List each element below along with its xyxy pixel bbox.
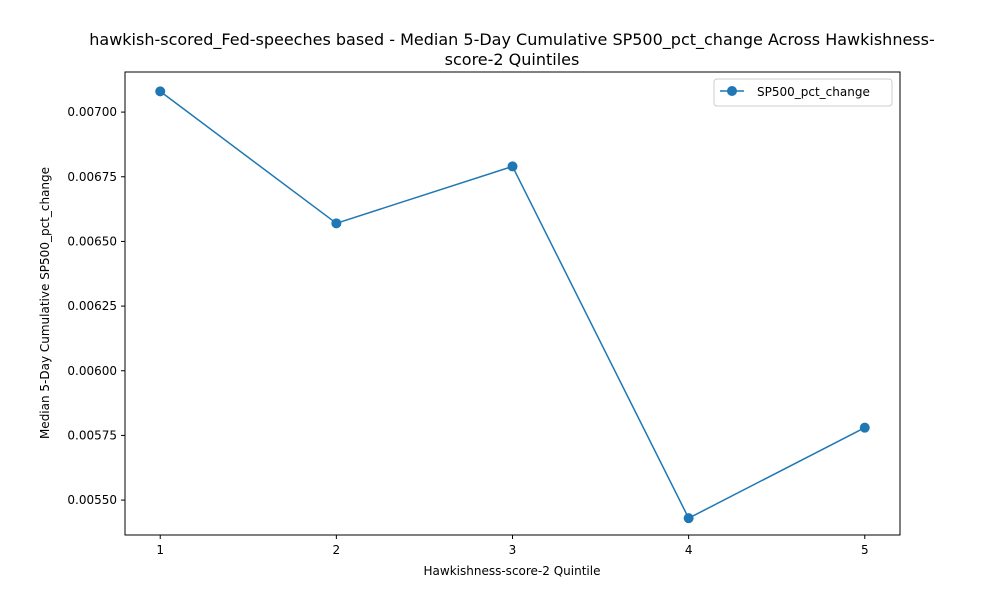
- y-tick-label: 0.00575: [67, 428, 117, 442]
- data-point: [331, 218, 342, 229]
- data-point: [507, 161, 518, 172]
- legend-marker-sample: [727, 86, 737, 96]
- data-point: [683, 513, 694, 524]
- series-line: [159, 90, 866, 519]
- y-tick-label: 0.00550: [67, 493, 117, 507]
- x-tick-label: 1: [156, 543, 164, 557]
- plot-area-frame: [124, 71, 901, 536]
- y-tick-label: 0.00625: [67, 299, 117, 313]
- series-layer: [155, 86, 870, 524]
- x-tick-label: 5: [861, 543, 869, 557]
- y-axis-ticks: 0.00550 0.00575 0.00600 0.00625 0.00650 0.006…: [67, 105, 125, 507]
- legend-box: [713, 78, 893, 107]
- legend-label: SP500_pct_change: [757, 85, 870, 99]
- chart-title-line-2: score-2 Quintiles: [445, 50, 580, 69]
- x-tick-label: 3: [509, 543, 517, 557]
- legend: SP500_pct_change: [713, 78, 893, 107]
- y-tick-label: 0.00600: [67, 364, 117, 378]
- data-point: [155, 86, 166, 97]
- x-tick-label: 2: [333, 543, 341, 557]
- x-tick-label: 4: [685, 543, 693, 557]
- y-tick-label: 0.00675: [67, 170, 117, 184]
- data-point: [859, 422, 870, 433]
- y-tick-label: 0.00650: [67, 234, 117, 248]
- y-axis-label: Median 5-Day Cumulative SP500_pct_change: [38, 167, 52, 439]
- x-axis-label: Hawkishness-score-2 Quintile: [424, 564, 601, 578]
- chart-title-line-1: hawkish-scored_Fed-speeches based - Medi…: [89, 30, 935, 50]
- y-tick-label: 0.00700: [67, 105, 117, 119]
- x-axis-ticks: 1 2 3 4 5: [156, 535, 869, 557]
